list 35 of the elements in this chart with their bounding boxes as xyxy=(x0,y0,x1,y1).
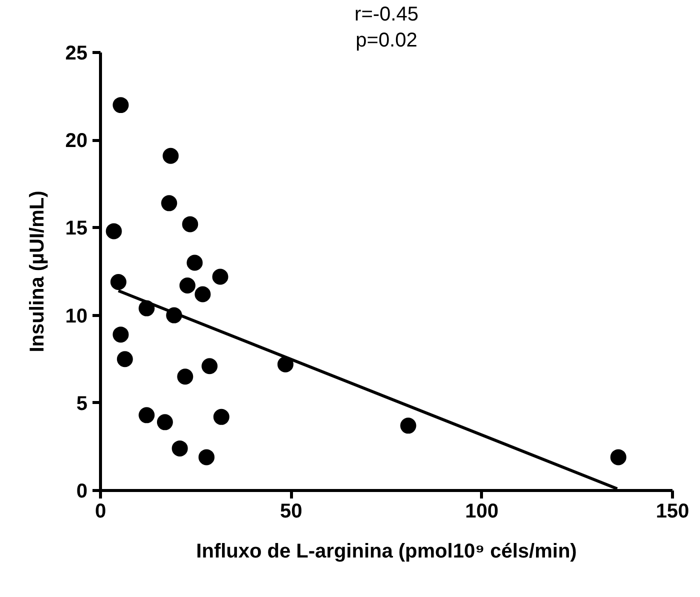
point xyxy=(110,274,126,290)
point xyxy=(212,268,228,285)
point xyxy=(194,286,211,302)
y-axis-title: Insulina (µUI/mL) xyxy=(26,190,48,352)
text: p=0.02 xyxy=(356,30,418,52)
point xyxy=(182,216,198,232)
point xyxy=(179,278,196,294)
y-tick-label: 10 xyxy=(65,305,88,328)
x-tick-label: 150 xyxy=(656,500,690,522)
point xyxy=(172,440,188,456)
point xyxy=(156,414,173,430)
point xyxy=(162,148,179,164)
point xyxy=(116,351,133,368)
point xyxy=(138,407,155,424)
point xyxy=(112,97,129,114)
point xyxy=(202,358,218,374)
point xyxy=(177,368,194,385)
point xyxy=(400,418,416,434)
point xyxy=(112,326,129,343)
point xyxy=(161,195,178,212)
text: r=-0.45 xyxy=(354,4,418,26)
y-tick-label: 5 xyxy=(76,392,88,415)
point xyxy=(610,449,626,466)
point xyxy=(186,254,203,271)
point xyxy=(198,449,215,466)
y-tick-label: 20 xyxy=(65,130,88,152)
y-tick-label: 15 xyxy=(65,218,88,240)
y-tick-label: 0 xyxy=(76,480,88,502)
y-tick-label: 25 xyxy=(65,42,88,64)
point xyxy=(213,408,230,425)
x-axis-title: Influxo de L-arginina (pmol10⁹ céls/min) xyxy=(196,540,577,562)
point xyxy=(106,223,122,240)
x-tick-label: 0 xyxy=(94,500,106,522)
x-tick-label: 50 xyxy=(280,500,302,522)
x-tick-label: 100 xyxy=(465,500,499,522)
